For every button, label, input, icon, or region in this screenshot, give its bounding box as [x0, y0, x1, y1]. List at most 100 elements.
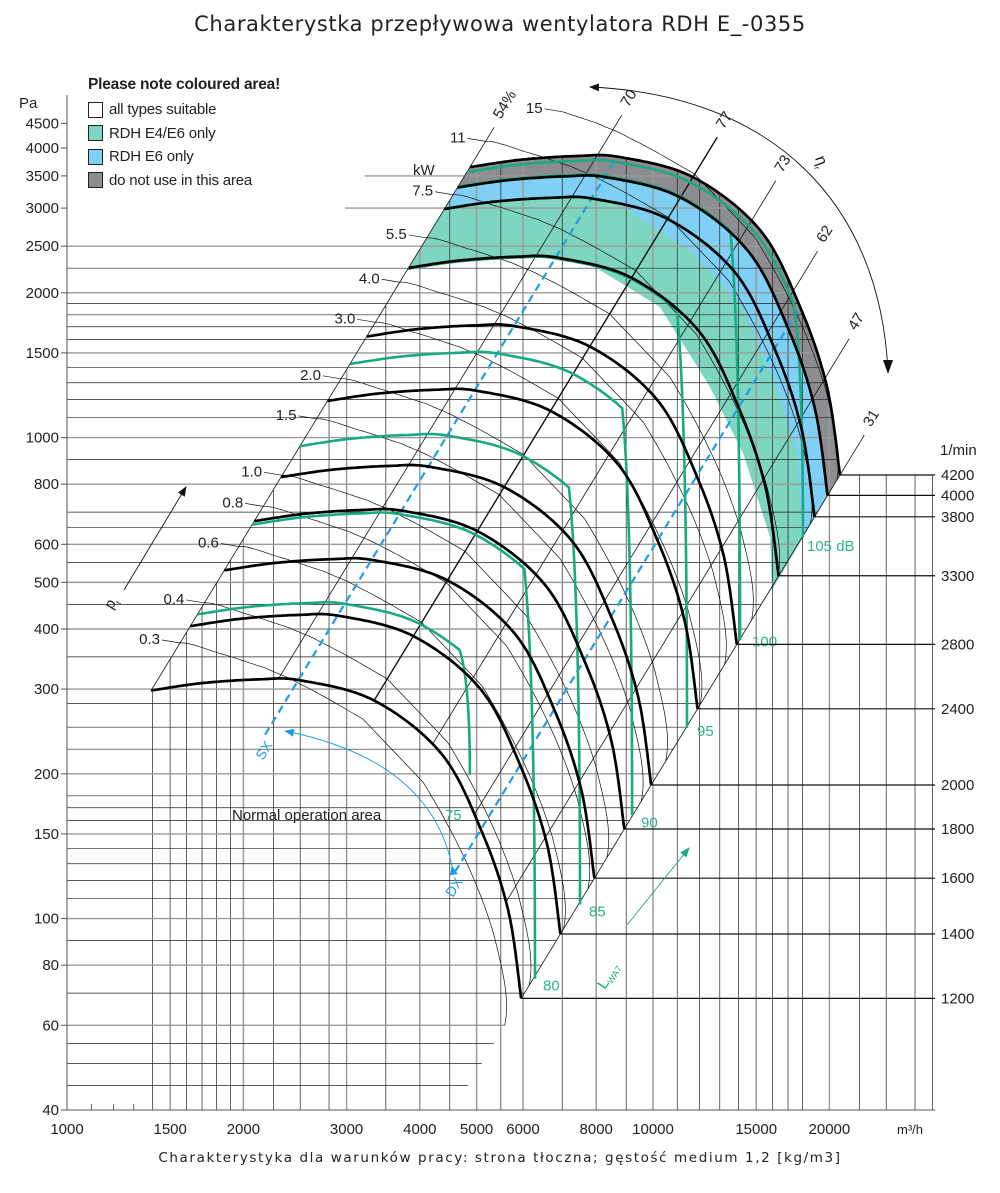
power-label-leader	[298, 415, 317, 420]
power-line	[399, 281, 727, 665]
power-label-leader	[357, 318, 376, 323]
pressure-arrow	[123, 486, 187, 591]
efficiency-line	[373, 136, 718, 701]
noise-curve	[197, 600, 472, 775]
speed-curve-2400	[327, 387, 699, 710]
legend-label: do not use in this area	[109, 171, 252, 189]
noise-curve	[466, 158, 805, 538]
power-line	[179, 642, 507, 1026]
system-line-dx	[453, 310, 799, 873]
power-label: 5.5	[386, 226, 407, 243]
power-line	[316, 418, 644, 802]
y-axis-unit: Pa	[19, 95, 38, 112]
y-tick-label: 600	[34, 536, 59, 553]
noise-label: 80	[543, 978, 560, 995]
speed-label: 1400	[941, 926, 974, 943]
power-lines: 0.3 0.4 0.6 0.8 1.0 1.5 2.0 3.0 4.0 5.5 7.5 11 15	[139, 100, 839, 1026]
speed-label: 1200	[941, 990, 974, 1007]
efficiency-label: 77	[713, 109, 736, 132]
noise-label: 75	[445, 807, 462, 824]
x-tick-label: 10000	[632, 1121, 674, 1138]
speed-label: 4200	[941, 467, 974, 484]
efficiency-line	[474, 250, 818, 815]
y-tick-label: 800	[34, 476, 59, 493]
speed-curve-4200	[469, 153, 842, 476]
shaded-regions	[408, 155, 840, 590]
noise-label: 105 dB	[807, 538, 855, 555]
x-tick-label: 1500	[154, 1121, 187, 1138]
speed-curve-1200	[150, 677, 523, 999]
x-tick-label: 20000	[809, 1121, 851, 1138]
legend-swatch-blue	[88, 148, 103, 165]
legend-label: RDH E4/E6 only	[109, 124, 216, 142]
efficiency-lines: 54% 70 77 73 62 47 31	[150, 87, 883, 999]
power-label: 15	[526, 100, 543, 117]
speed-curve-1400	[190, 612, 562, 935]
x-tick-label: 15000	[735, 1121, 777, 1138]
x-tick-label: 6000	[506, 1121, 539, 1138]
legend-swatch-white	[88, 101, 103, 118]
pressure-symbol: pt	[101, 593, 123, 613]
annotations: kW Normal operation area pt LWA7 ηr	[101, 83, 893, 992]
speed-label: 1800	[941, 821, 974, 838]
speed-curve-2000	[280, 463, 653, 786]
power-label: 1.5	[276, 407, 297, 424]
x-tick-label: 8000	[580, 1121, 613, 1138]
region-rdh-e6-only	[444, 155, 840, 538]
noise-label: 90	[641, 814, 658, 831]
efficiency-label: 73	[771, 152, 794, 175]
power-line	[204, 602, 532, 986]
system-line-label: SX	[252, 738, 276, 763]
legend-item: all types suitable	[88, 98, 280, 122]
power-label: 0.4	[164, 591, 185, 608]
power-line	[340, 378, 668, 762]
speed-curves: 1200 1400 1600 1800 2000 2400 2800 3300 3800 4000…	[150, 153, 974, 1007]
efficiency-label: 47	[845, 310, 868, 333]
x-tick-label: 5000	[460, 1121, 493, 1138]
legend-swatch-green	[88, 125, 103, 142]
power-line	[562, 111, 839, 481]
y-tick-label: 3000	[26, 200, 59, 217]
noise-curve	[251, 511, 537, 979]
efficiency-symbol: ηr	[809, 154, 831, 172]
y-tick-label: 200	[34, 766, 59, 783]
efficiency-line	[278, 115, 623, 679]
power-line	[282, 474, 610, 858]
power-label-leader	[220, 543, 239, 547]
efficiency-line	[150, 127, 495, 691]
speed-curve-1600	[224, 556, 596, 879]
x-tick-label: 1000	[50, 1121, 83, 1138]
power-label: 0.6	[198, 534, 219, 551]
efficiency-label: 54%	[490, 87, 520, 121]
y-tick-label: 300	[34, 681, 59, 698]
speed-label: 3800	[941, 509, 974, 526]
speed-label: 2400	[941, 701, 974, 718]
legend-label: all types suitable	[109, 101, 217, 119]
y-tick-label: 80	[42, 957, 59, 974]
speed-label: 2000	[941, 777, 974, 794]
power-line	[485, 140, 813, 524]
power-label: 7.5	[412, 183, 433, 200]
power-label: 1.0	[241, 463, 262, 480]
legend-label: RDH E6 only	[109, 148, 194, 166]
speed-label: 3300	[941, 568, 974, 585]
power-label-leader	[322, 375, 342, 380]
power-label-leader	[435, 191, 454, 196]
speed-curve-1800	[254, 507, 626, 830]
speed-curve-3300	[408, 254, 780, 576]
speed-label: 2800	[941, 636, 974, 653]
chart-footnote: Charakterystyka dla warunków pracy: stro…	[158, 1150, 842, 1166]
axes: Pa m³/h 1/min	[19, 95, 977, 1137]
x-tick-label: 2000	[227, 1121, 260, 1138]
y-tick-label: 500	[34, 574, 59, 591]
power-label: 0.3	[139, 631, 160, 648]
speed-curve-3800	[444, 195, 816, 517]
normal-operation-area-label: Normal operation area	[232, 807, 382, 824]
region-do-not-use-in-this-area	[457, 155, 840, 496]
sound-level-arrow	[626, 847, 690, 926]
power-label: 3.0	[334, 310, 355, 327]
speed-label: 1600	[941, 870, 974, 887]
legend-swatch-grey	[88, 172, 103, 189]
efficiency-line	[520, 434, 865, 999]
